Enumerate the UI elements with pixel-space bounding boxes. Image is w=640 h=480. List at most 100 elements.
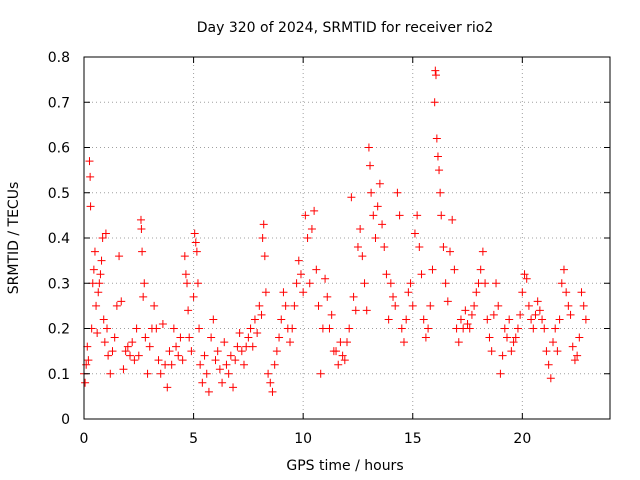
data-point <box>380 243 389 252</box>
data-point <box>505 315 514 324</box>
data-point <box>527 315 536 324</box>
data-point <box>211 356 220 365</box>
data-point <box>435 166 444 175</box>
x-tick-label: 10 <box>294 431 312 447</box>
data-point <box>305 279 314 288</box>
data-point <box>115 252 124 261</box>
data-point <box>531 310 540 319</box>
data-point <box>246 324 255 333</box>
x-tick-label: 20 <box>513 431 531 447</box>
data-point <box>360 279 369 288</box>
y-tick-label: 0.5 <box>48 186 70 202</box>
data-point <box>279 288 288 297</box>
data-point <box>581 315 590 324</box>
data-point <box>200 351 209 360</box>
data-point <box>509 338 518 347</box>
data-point <box>141 333 150 342</box>
data-point <box>213 347 222 356</box>
data-point <box>397 324 406 333</box>
data-point <box>270 360 279 369</box>
data-point <box>391 301 400 310</box>
data-point <box>450 265 459 274</box>
data-point <box>255 301 264 310</box>
data-point <box>229 383 238 392</box>
data-point <box>312 265 321 274</box>
data-point <box>426 301 435 310</box>
data-point <box>402 315 411 324</box>
data-point <box>307 224 316 233</box>
data-point <box>299 288 308 297</box>
data-point <box>498 351 507 360</box>
data-point <box>513 324 522 333</box>
data-point <box>476 265 485 274</box>
data-point <box>95 279 104 288</box>
data-point <box>145 342 154 351</box>
data-point <box>470 301 479 310</box>
data-point <box>156 369 165 378</box>
data-point <box>244 333 253 342</box>
data-point <box>92 301 101 310</box>
data-point <box>192 247 201 256</box>
data-point <box>130 356 139 365</box>
data-point <box>502 333 511 342</box>
data-point <box>281 301 290 310</box>
data-point <box>483 315 492 324</box>
y-tick-label: 0.3 <box>48 276 70 292</box>
data-point <box>410 229 419 238</box>
data-point <box>421 333 430 342</box>
data-point <box>424 324 433 333</box>
data-point <box>351 306 360 315</box>
data-point <box>137 224 146 233</box>
data-point <box>371 234 380 242</box>
data-point <box>432 134 441 143</box>
data-point <box>250 315 259 324</box>
data-point <box>169 324 178 333</box>
y-axis-label: SRMTID / TECUs <box>6 182 22 295</box>
data-point <box>294 256 303 265</box>
data-point <box>544 360 553 369</box>
data-point <box>266 378 275 387</box>
data-point <box>93 329 102 338</box>
data-point <box>187 347 196 356</box>
data-point <box>542 347 551 356</box>
data-point <box>389 292 398 301</box>
data-point <box>134 351 143 360</box>
data-point <box>83 342 92 351</box>
data-point <box>356 224 365 233</box>
data-point <box>439 243 448 252</box>
data-point <box>472 288 481 297</box>
data-point <box>204 387 213 396</box>
data-points <box>80 66 590 396</box>
data-point <box>347 193 356 202</box>
data-point <box>395 211 404 220</box>
data-point <box>103 324 112 333</box>
data-point <box>104 351 113 360</box>
data-point <box>343 338 351 347</box>
data-point <box>325 324 334 333</box>
data-point <box>382 270 391 279</box>
data-point <box>404 288 413 297</box>
data-point <box>349 292 358 301</box>
data-point <box>239 360 248 369</box>
data-point <box>323 292 332 301</box>
data-point <box>443 297 452 306</box>
data-point <box>220 338 229 347</box>
chart-title: Day 320 of 2024, SRMTID for receiver rio… <box>197 20 494 36</box>
data-point <box>522 274 531 283</box>
data-point <box>516 310 525 319</box>
axis-ticks <box>83 56 610 420</box>
data-point <box>96 270 105 279</box>
data-point <box>529 324 538 333</box>
data-point <box>340 356 349 365</box>
data-point <box>428 265 437 274</box>
data-point <box>110 333 119 342</box>
data-point <box>139 292 148 301</box>
data-point <box>100 338 109 347</box>
data-point <box>419 315 428 324</box>
data-point <box>417 270 426 279</box>
data-point <box>286 338 295 347</box>
data-point <box>378 220 387 229</box>
data-point <box>202 369 211 378</box>
data-point <box>575 333 584 342</box>
data-point <box>165 347 174 356</box>
